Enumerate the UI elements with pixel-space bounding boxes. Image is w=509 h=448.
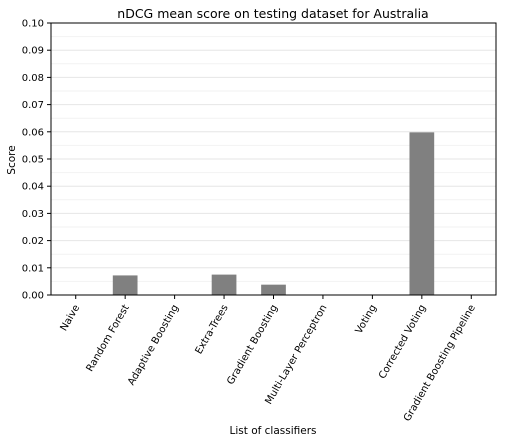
chart-title: nDCG mean score on testing dataset for A… <box>117 6 428 21</box>
x-tick-label: Gradient Boosting <box>225 303 280 387</box>
y-tick-label: 0.04 <box>22 182 44 193</box>
x-axis-label: List of classifiers <box>230 425 317 437</box>
y-tick-label: 0.03 <box>22 209 44 220</box>
x-tick-label: Naive <box>59 303 83 333</box>
x-tick-label: Extra-Trees <box>194 303 231 356</box>
y-tick-label: 0.09 <box>22 46 44 57</box>
x-tick-label: Voting <box>354 303 379 336</box>
y-tick-label: 0.02 <box>22 236 44 247</box>
y-tick-label: 0.10 <box>22 19 44 30</box>
y-axis-ticks: 0.00 0.01 0.02 0.03 0.04 0.05 0.06 0.07 0.08 0.09… <box>22 19 51 302</box>
y-tick-label: 0.07 <box>22 100 44 111</box>
bars <box>112 132 435 295</box>
y-tick-label: 0.00 <box>22 291 44 302</box>
bar-corrected-voting <box>409 132 435 295</box>
x-tick-label: Random Forest <box>85 303 132 374</box>
bar-extra-trees <box>211 274 237 295</box>
y-tick-label: 0.06 <box>22 127 44 138</box>
y-tick-label: 0.01 <box>22 263 44 274</box>
bar-gradient-boosting <box>261 284 286 295</box>
x-tick-label: Corrected Voting <box>377 303 428 381</box>
bar-random-forest <box>112 275 138 295</box>
y-tick-label: 0.05 <box>22 155 44 166</box>
y-axis-label: Score <box>6 145 18 174</box>
x-tick-label: Adaptive Boosting <box>126 303 181 387</box>
y-tick-label: 0.08 <box>22 73 44 84</box>
